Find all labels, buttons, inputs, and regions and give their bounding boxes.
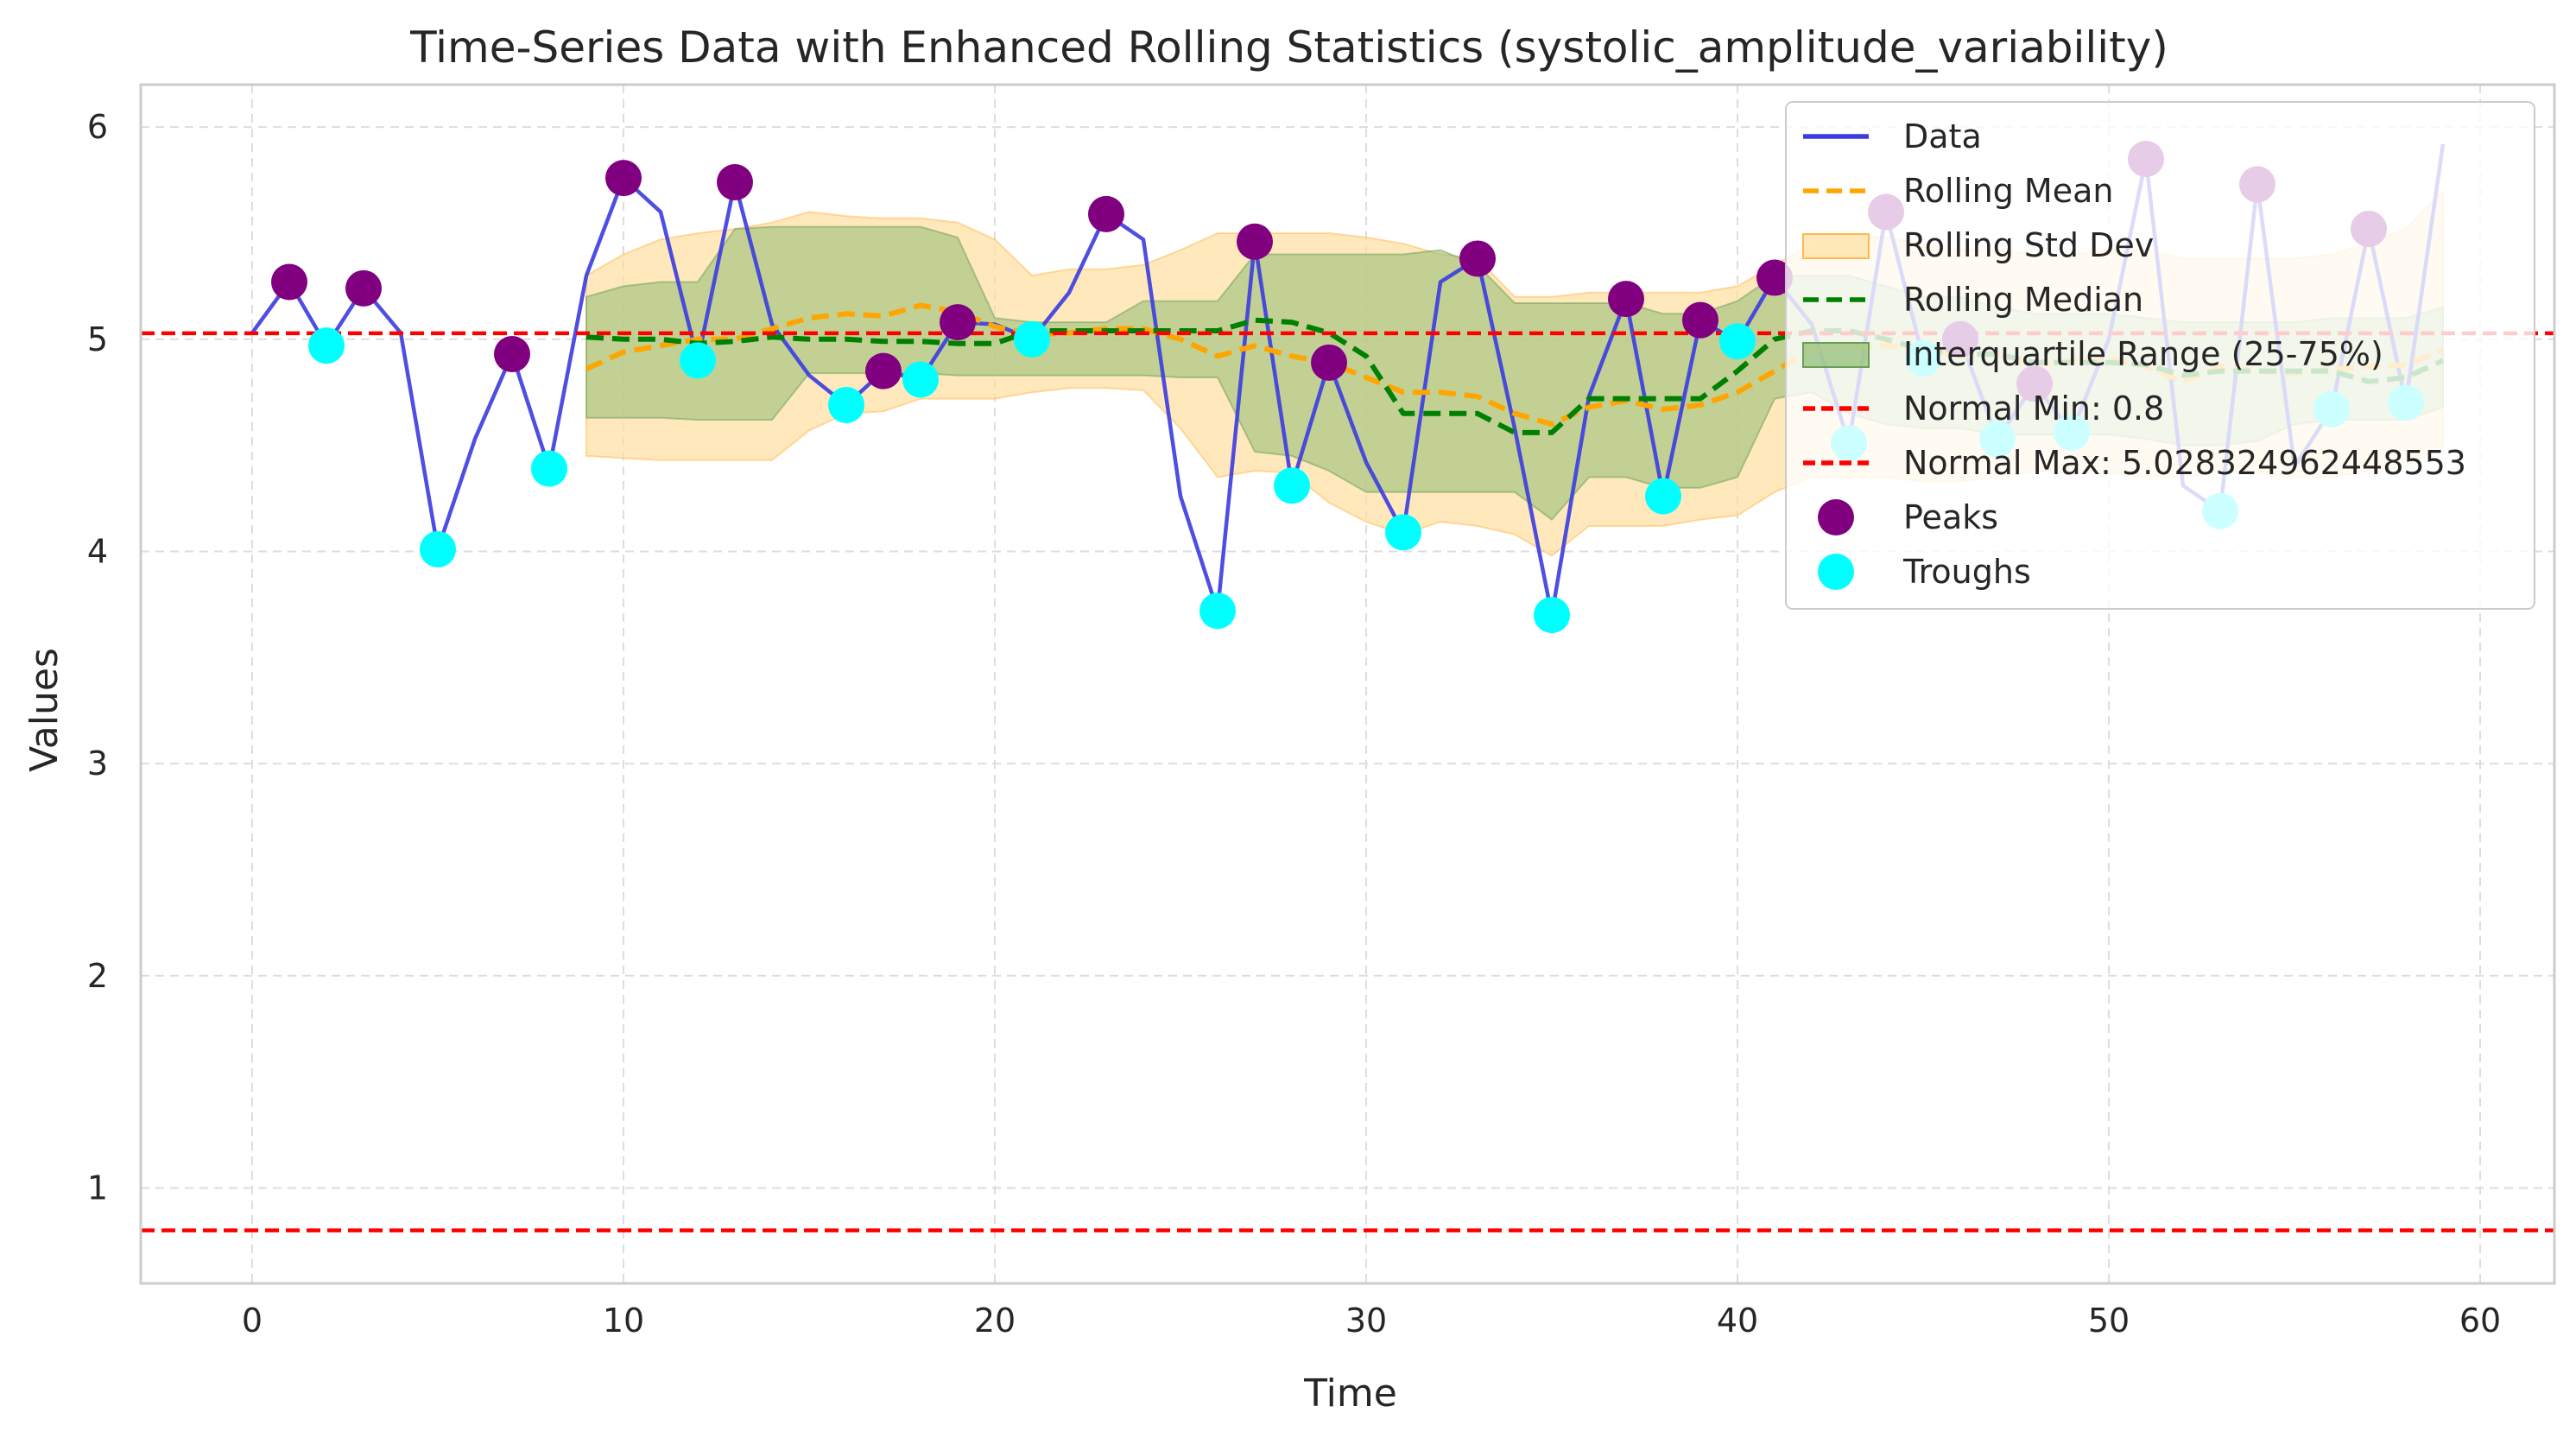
peak-marker — [345, 269, 382, 307]
x-tick-label: 10 — [603, 1302, 644, 1340]
peak-marker — [271, 263, 307, 301]
ticks: 0 10 20 30 40 50 60 1 2 3 4 5 6 — [87, 108, 2501, 1340]
legend-iqr-handle — [1802, 342, 1870, 368]
x-tick-label: 40 — [1717, 1302, 1758, 1340]
peak-marker — [717, 164, 753, 201]
x-tick-label: 30 — [1345, 1302, 1387, 1340]
peak-marker — [1088, 195, 1124, 232]
legend-rolling-std-handle — [1802, 233, 1870, 259]
legend-label: Data — [1903, 117, 1982, 155]
y-tick-label: 1 — [87, 1169, 108, 1207]
trough-marker — [1199, 592, 1236, 630]
x-axis-label: Time — [1303, 1371, 1397, 1416]
peak-marker — [1756, 259, 1793, 296]
peak-marker — [940, 304, 976, 341]
trough-marker — [1014, 320, 1050, 358]
y-tick-label: 4 — [87, 532, 108, 570]
peak-marker — [1682, 301, 1718, 339]
peak-marker — [865, 352, 902, 390]
trough-marker — [902, 361, 939, 398]
y-tick-label: 3 — [87, 744, 108, 782]
peak-marker — [1311, 344, 1347, 381]
legend-box — [1785, 101, 2535, 610]
trough-marker — [1645, 478, 1681, 515]
peak-marker — [1608, 281, 1644, 318]
trough-marker — [828, 386, 864, 423]
legend-troughs-handle — [1818, 554, 1854, 590]
legend-label: Rolling Median — [1903, 281, 2143, 319]
legend-peaks-handle — [1818, 499, 1854, 535]
trough-marker — [680, 342, 716, 379]
peak-marker — [494, 335, 530, 372]
x-tick-label: 60 — [2459, 1302, 2501, 1340]
y-tick-label: 5 — [87, 320, 108, 358]
legend-label: Troughs — [1902, 553, 2031, 591]
trough-marker — [1385, 514, 1421, 551]
x-tick-label: 20 — [974, 1302, 1016, 1340]
legend-label: Rolling Std Dev — [1903, 226, 2154, 264]
legend: Data Rolling Mean Rolling Std Dev Rolling M… — [1785, 101, 2535, 610]
trough-marker — [1534, 597, 1570, 634]
x-tick-label: 0 — [242, 1302, 263, 1340]
trough-marker — [308, 327, 345, 364]
y-tick-label: 2 — [87, 957, 108, 995]
legend-label: Rolling Mean — [1903, 172, 2113, 210]
legend-label: Normal Min: 0.8 — [1903, 390, 2164, 428]
peak-marker — [605, 160, 642, 197]
legend-label: Normal Max: 5.028324962448553 — [1903, 444, 2466, 482]
peak-marker — [1459, 240, 1496, 277]
y-axis-label: Values — [22, 648, 66, 772]
trough-marker — [531, 450, 567, 487]
legend-label: Interquartile Range (25-75%) — [1903, 335, 2383, 373]
rolling-mean-line — [585, 302, 2445, 428]
trough-marker — [420, 531, 456, 568]
y-tick-label: 6 — [87, 108, 108, 146]
plot-frame — [139, 83, 2556, 1285]
trough-marker — [1274, 467, 1310, 504]
trough-marker — [1719, 323, 1756, 360]
x-tick-label: 50 — [2088, 1302, 2130, 1340]
legend-label: Peaks — [1903, 498, 1998, 536]
chart-title: Time-Series Data with Enhanced Rolling S… — [409, 22, 2168, 73]
peak-marker — [1237, 223, 1273, 260]
